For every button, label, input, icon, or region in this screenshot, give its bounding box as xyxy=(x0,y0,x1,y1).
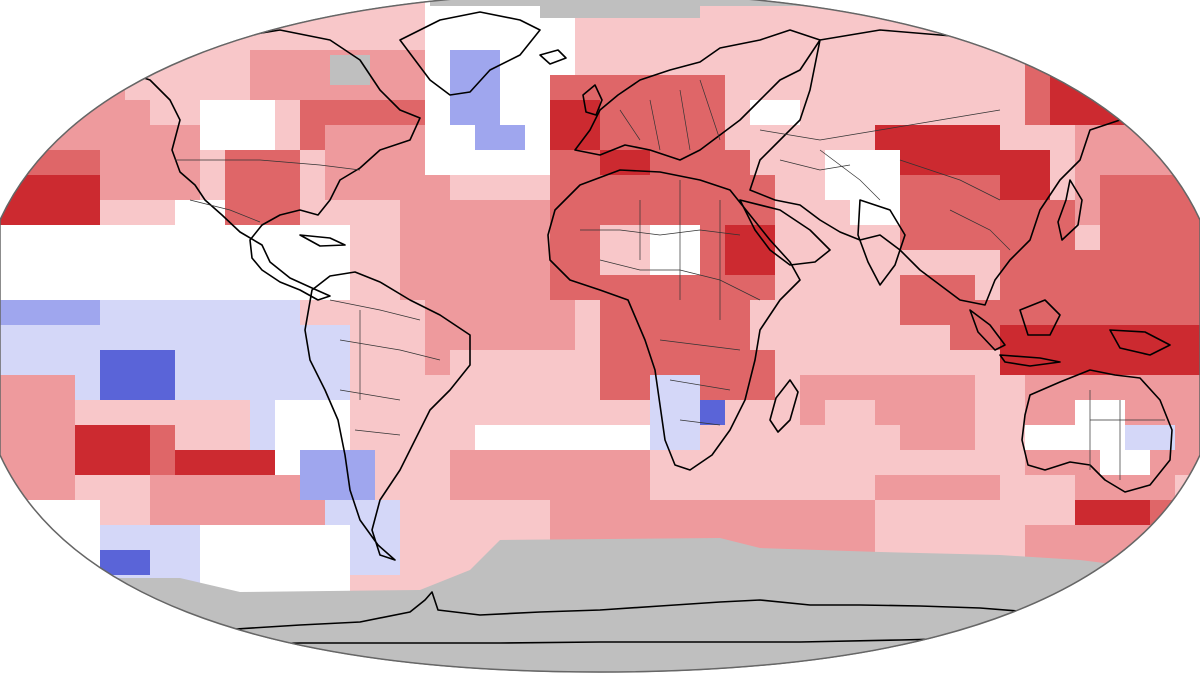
anomaly-cell-region xyxy=(725,225,775,275)
anomaly-cell-region xyxy=(0,500,100,600)
anomaly-cell-region xyxy=(750,100,800,125)
anomaly-cell-region xyxy=(100,350,175,400)
anomaly-cell-region xyxy=(475,125,525,150)
anomaly-cell-region xyxy=(700,425,750,475)
coast-europe xyxy=(574,29,821,161)
border-australia xyxy=(1089,390,1165,480)
coast-greenland xyxy=(399,11,541,96)
border-africa-3 xyxy=(639,180,721,320)
coast-africa xyxy=(547,169,801,471)
anomaly-cell-region xyxy=(900,175,1000,250)
anomaly-cell-region xyxy=(650,225,700,275)
anomaly-cell-region xyxy=(100,125,200,200)
coast-india xyxy=(857,199,906,286)
border-asia-3 xyxy=(779,159,1011,251)
coast-madagascar xyxy=(769,379,799,433)
anomaly-cell-region xyxy=(0,375,75,500)
coast-uk xyxy=(582,84,603,116)
anomaly-cell-region xyxy=(1125,425,1175,450)
anomaly-cell-region xyxy=(1025,425,1075,450)
no-data-greenland-patch xyxy=(330,55,370,85)
border-us-mexico xyxy=(189,199,261,223)
border-europe-1 xyxy=(619,79,721,151)
anomaly-cell-region xyxy=(850,175,900,225)
coast-new-guinea xyxy=(1109,329,1171,356)
anomaly-cell-region xyxy=(1000,325,1200,375)
coast-south-america xyxy=(304,271,471,561)
anomaly-cell-region xyxy=(0,175,100,225)
anomaly-cell-region xyxy=(750,300,900,350)
border-africa-4 xyxy=(659,339,741,426)
coast-borneo xyxy=(1019,299,1061,336)
anomaly-cell-region xyxy=(300,450,375,500)
no-data-pacific-north-patch xyxy=(1150,0,1200,30)
anomaly-cell-region xyxy=(450,350,600,425)
coast-iceland xyxy=(539,49,567,65)
coast-new-zealand xyxy=(1179,499,1200,521)
coast-cuba xyxy=(299,234,346,247)
no-data-arctic xyxy=(150,0,1050,18)
border-south-america-2 xyxy=(339,310,401,436)
anomaly-cell-region xyxy=(200,525,350,600)
anomaly-cell-region xyxy=(1150,500,1200,550)
anomaly-cell-region xyxy=(225,150,300,225)
anomaly-cell-region xyxy=(1075,400,1125,450)
coast-sumatra xyxy=(969,309,1006,351)
border-africa-1 xyxy=(580,229,741,236)
border-us-canada xyxy=(175,159,361,171)
anomaly-cell-region xyxy=(600,225,650,275)
anomaly-cell-region xyxy=(1150,50,1200,125)
anomaly-cell-region xyxy=(200,100,275,150)
coast-north-america xyxy=(94,29,421,301)
anomaly-cell-region xyxy=(1050,50,1150,125)
border-asia-1 xyxy=(759,109,1001,141)
anomaly-cell-region xyxy=(1100,175,1200,250)
coast-java xyxy=(999,354,1061,367)
border-asia-2 xyxy=(819,149,1001,201)
coast-australia xyxy=(1021,369,1173,493)
country-borders xyxy=(175,79,1165,480)
coast-japan xyxy=(1057,179,1083,241)
coast-antarctica xyxy=(169,591,1061,646)
coast-arabia xyxy=(739,199,831,266)
anomaly-cell-region xyxy=(100,550,150,575)
anomaly-cell-region xyxy=(650,375,700,450)
